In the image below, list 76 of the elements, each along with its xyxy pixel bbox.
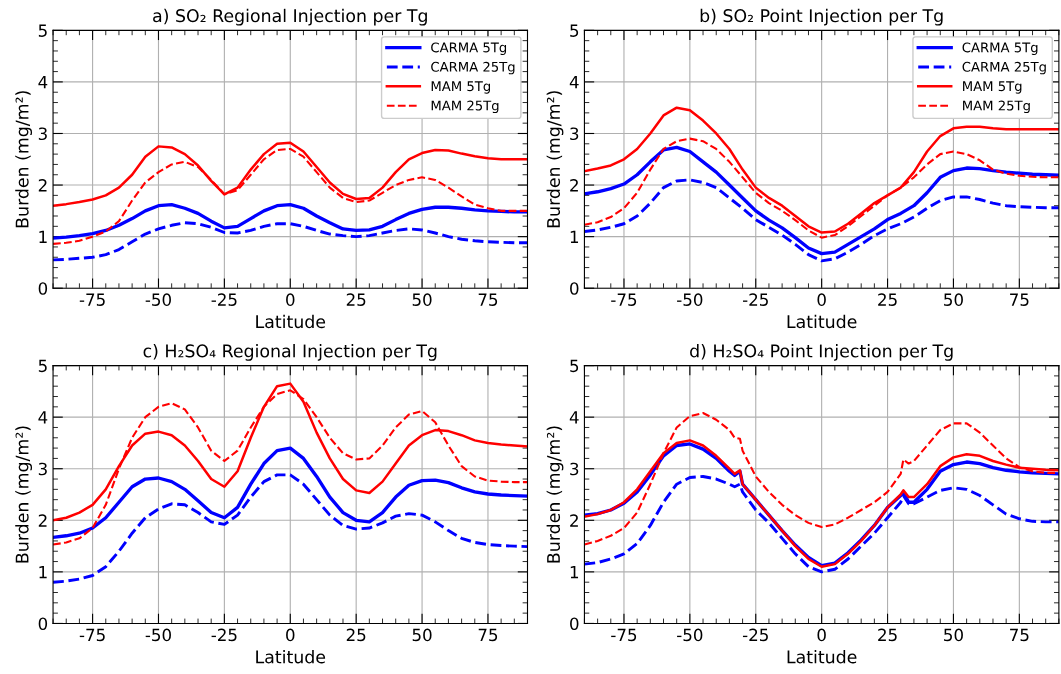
y-tick-label: 5 [570,359,579,373]
legend-label: CARMA 5Tg [431,42,507,55]
legend-label: MAM 25Tg [963,100,1030,114]
x-tick-label: -50 [677,628,703,642]
y-tick-label: 4 [569,411,579,424]
y-axis-title: Burden (mg/m²) [546,426,564,563]
y-tick-label: 1 [39,566,47,579]
y-tick-label: 4 [569,76,579,89]
x-axis-title: Latitude [787,650,857,664]
y-tick-label: 3 [570,127,579,141]
x-tick-label: -25 [211,628,237,642]
y-tick-label: 1 [39,230,47,243]
x-tick-label: -75 [611,628,637,642]
x-tick-label: 25 [878,628,897,642]
y-tick-label: 1 [570,230,579,243]
x-tick-label: 75 [478,628,498,642]
x-tick-label: 75 [1010,293,1029,306]
y-tick-label: 3 [38,127,47,141]
chart-title: a) SO₂ Regional Injection per Tg [153,8,427,26]
line-series [53,473,528,584]
x-tick-label: -25 [211,293,237,306]
legend-label: MAM 25Tg [431,100,499,114]
y-tick-label: 4 [38,411,48,424]
y-tick-label: 3 [570,462,579,476]
y-axis-title: Burden (mg/m²) [546,91,564,228]
x-tick-label: 75 [478,293,498,306]
x-tick-label: -50 [145,293,171,306]
y-tick-label: 0 [570,282,579,295]
x-tick-label: -75 [79,293,105,306]
y-tick-label: 5 [38,24,47,37]
y-tick-label: 0 [38,617,48,631]
y-tick-label: 5 [38,359,47,373]
x-tick-label: 75 [1010,628,1029,642]
x-axis-title: Latitude [256,650,326,664]
y-tick-label: 4 [38,76,48,89]
y-tick-label: 2 [38,514,47,527]
x-axis-title: Latitude [256,314,326,329]
y-tick-label: 2 [38,179,47,192]
x-tick-label: -75 [611,293,637,306]
legend-label: MAM 5Tg [431,81,491,94]
x-tick-label: 25 [878,293,897,306]
x-tick-label: 50 [412,293,432,306]
x-tick-label: -75 [79,628,105,642]
x-tick-label: 25 [346,293,366,306]
chart-title: b) SO₂ Point Injection per Tg [700,8,943,26]
y-tick-label: 0 [570,617,579,631]
y-tick-label: 2 [570,179,578,192]
line-series [53,446,528,539]
x-tick-label: 0 [286,628,295,642]
legend-label: CARMA 5Tg [962,42,1038,55]
y-tick-label: 3 [38,462,47,476]
y-tick-label: 5 [570,24,579,37]
line-series [584,145,1059,256]
x-tick-label: 50 [412,628,432,642]
legend-label: CARMA 25Tg [431,61,515,75]
x-tick-label: 50 [944,628,963,642]
x-tick-label: 0 [817,293,826,306]
x-tick-label: -50 [677,293,703,306]
y-axis-title: Burden (mg/m²) [15,91,33,228]
y-tick-label: 1 [570,566,579,579]
y-axis-title: Burden (mg/m²) [15,426,33,563]
line-series [584,178,1059,263]
legend-label: CARMA 25Tg [962,61,1046,75]
x-tick-label: 0 [817,628,826,642]
legend-label: MAM 5Tg [963,81,1022,94]
x-tick-label: -50 [145,628,171,642]
y-tick-label: 2 [570,514,578,527]
y-tick-label: 0 [38,282,48,295]
chart-title: d) H₂SO₄ Point Injection per Tg [690,344,953,361]
x-axis-title: Latitude [787,314,857,329]
x-tick-label: -25 [742,293,768,306]
x-tick-label: 25 [346,628,366,642]
x-tick-label: 50 [944,293,963,306]
x-tick-label: 0 [286,293,295,306]
x-tick-label: -25 [742,628,768,642]
chart-title: c) H₂SO₄ Regional Injection per Tg [143,344,437,361]
